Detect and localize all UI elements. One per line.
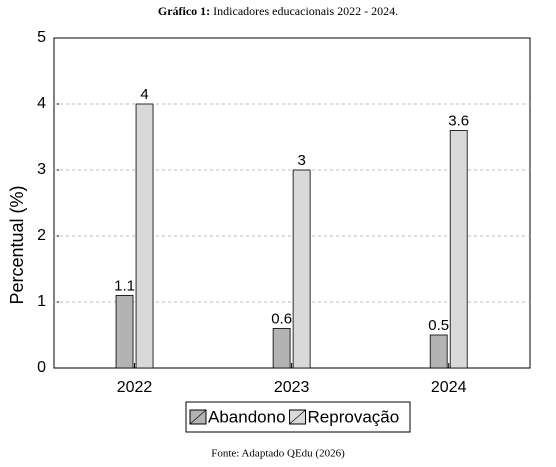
- value-label: 3: [297, 152, 305, 169]
- title-prefix: Gráfico 1:: [158, 4, 210, 18]
- x-tick-label: 2023: [274, 379, 310, 396]
- bar: [292, 169, 311, 369]
- value-label: 0.5: [428, 317, 449, 334]
- value-label: 1.1: [114, 277, 135, 294]
- title-text: Indicadores educacionais 2022 - 2024.: [213, 4, 398, 18]
- x-tick-label: 2024: [431, 379, 467, 396]
- legend-label: Reprovação: [308, 407, 400, 426]
- y-tick-label: 0: [37, 359, 46, 376]
- legend-swatch-hatch: [289, 409, 306, 425]
- bar: [115, 294, 134, 369]
- legend-swatch-hatch: [189, 409, 207, 425]
- value-label: 4: [140, 86, 148, 103]
- source-note: Fonte: Adaptado QEdu (2026): [211, 448, 345, 460]
- bar: [135, 103, 154, 369]
- legend-label: Abandono: [208, 407, 286, 426]
- value-label: 0.6: [271, 310, 292, 327]
- bar: [449, 129, 468, 369]
- chart-title: Gráfico 1: Indicadores educacionais 2022…: [158, 4, 398, 18]
- x-tick-label: 2022: [117, 379, 153, 396]
- y-tick-label: 2: [37, 227, 46, 244]
- y-tick-label: 4: [37, 95, 46, 112]
- legend-box: [185, 401, 411, 433]
- y-tick-label: 3: [37, 161, 46, 178]
- y-tick-label: 1: [37, 293, 46, 310]
- bar: [429, 334, 448, 369]
- y-axis-label: Percentual (%): [7, 185, 27, 304]
- y-tick-label: 5: [37, 29, 46, 46]
- bar: [272, 327, 291, 369]
- value-label: 3.6: [448, 112, 469, 129]
